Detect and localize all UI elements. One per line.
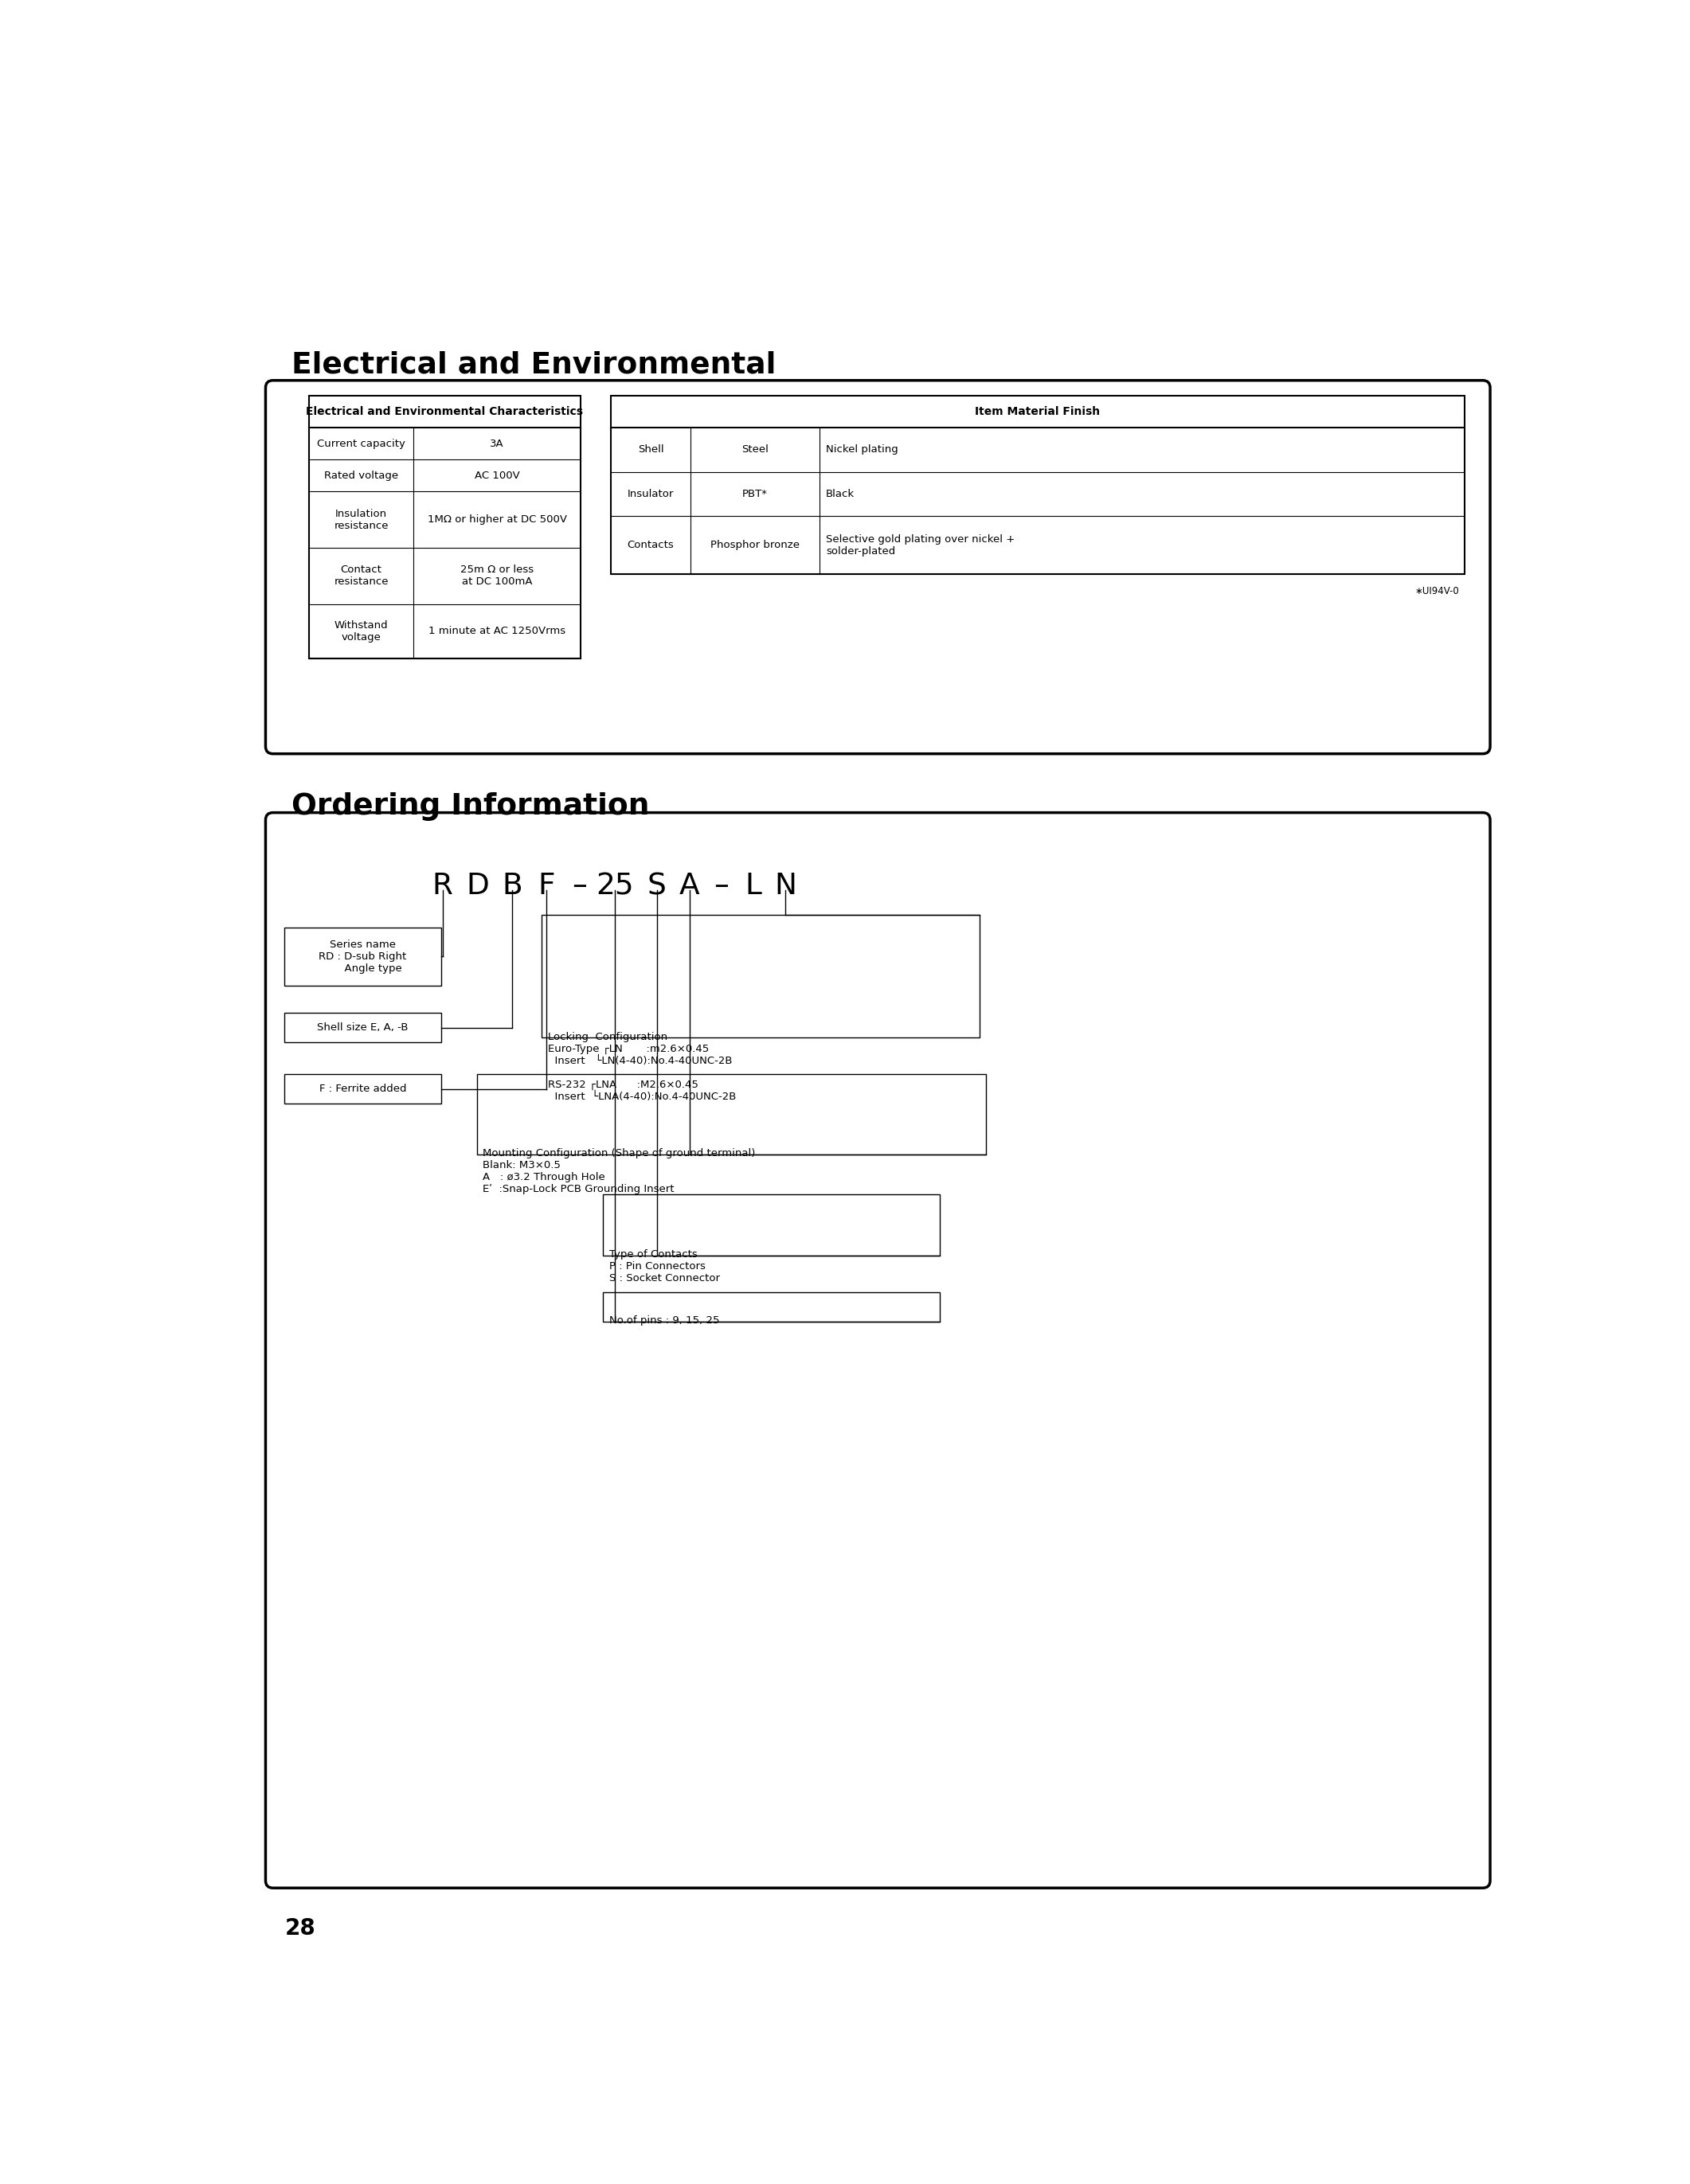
Bar: [284, 928, 441, 985]
Text: Electrical and Environmental: Electrical and Environmental: [291, 352, 776, 380]
FancyBboxPatch shape: [265, 380, 1491, 753]
Text: Type of Contacts
P : Pin Connectors
S : Socket Connector: Type of Contacts P : Pin Connectors S : …: [610, 1249, 720, 1284]
Text: L: L: [745, 871, 762, 900]
Text: Selective gold plating over nickel +
solder-plated: Selective gold plating over nickel + sol…: [826, 533, 1016, 557]
Text: F: F: [537, 871, 554, 900]
Text: Locking  Configuration
Euro-Type ┌LN       :m2.6×0.45
  Insert   └LN(4-40):No.4-: Locking Configuration Euro-Type ┌LN :m2.…: [548, 1031, 735, 1103]
Text: Phosphor bronze: Phosphor bronze: [710, 539, 799, 550]
Bar: [477, 1075, 985, 1153]
Text: Insulator: Insulator: [627, 489, 674, 498]
Text: N: N: [774, 871, 796, 900]
Text: D: D: [466, 871, 490, 900]
Text: F : Ferrite added: F : Ferrite added: [319, 1083, 406, 1094]
Text: S: S: [647, 871, 666, 900]
Text: –: –: [713, 871, 728, 900]
Text: Insulation
resistance: Insulation resistance: [335, 509, 389, 531]
Text: Series name
RD : D-sub Right
      Angle type: Series name RD : D-sub Right Angle type: [319, 939, 407, 974]
Text: AC 100V: AC 100V: [475, 470, 519, 480]
Text: –: –: [571, 871, 586, 900]
Text: 1 minute at AC 1250Vrms: 1 minute at AC 1250Vrms: [429, 627, 566, 636]
Text: Current capacity: Current capacity: [318, 439, 406, 448]
Bar: [603, 1293, 940, 1321]
Text: PBT*: PBT*: [742, 489, 767, 498]
Bar: [541, 915, 980, 1037]
Text: Contact
resistance: Contact resistance: [335, 566, 389, 587]
Text: Shell: Shell: [637, 446, 664, 454]
Text: ∗UI94V-0: ∗UI94V-0: [1415, 585, 1458, 596]
Text: Steel: Steel: [742, 446, 769, 454]
Text: No.of pins : 9, 15, 25: No.of pins : 9, 15, 25: [610, 1315, 720, 1326]
Text: Electrical and Environmental Characteristics: Electrical and Environmental Characteris…: [306, 406, 583, 417]
FancyBboxPatch shape: [265, 812, 1491, 1887]
Text: 25m Ω or less
at DC 100mA: 25m Ω or less at DC 100mA: [460, 566, 534, 587]
Text: A: A: [679, 871, 700, 900]
Text: R: R: [433, 871, 453, 900]
Text: Withstand
voltage: Withstand voltage: [335, 620, 389, 642]
Text: Black: Black: [826, 489, 855, 498]
Text: 28: 28: [286, 1918, 316, 1939]
Text: Rated voltage: Rated voltage: [324, 470, 399, 480]
Text: B: B: [502, 871, 522, 900]
Bar: [309, 395, 580, 657]
Text: 25: 25: [597, 871, 634, 900]
Text: Mounting Configuration (Shape of ground terminal)
Blank: M3×0.5
A   : ø3.2 Throu: Mounting Configuration (Shape of ground …: [483, 1149, 755, 1195]
Text: Ordering Information: Ordering Information: [291, 793, 649, 821]
Text: 3A: 3A: [490, 439, 504, 448]
Text: 1MΩ or higher at DC 500V: 1MΩ or higher at DC 500V: [428, 515, 566, 524]
Text: Contacts: Contacts: [627, 539, 674, 550]
Bar: [612, 395, 1464, 574]
Bar: [603, 1195, 940, 1256]
Text: Nickel plating: Nickel plating: [826, 446, 899, 454]
Bar: [284, 1075, 441, 1103]
Text: Item Material Finish: Item Material Finish: [975, 406, 1100, 417]
Bar: [284, 1013, 441, 1042]
Text: Shell size E, A, -B: Shell size E, A, -B: [318, 1022, 409, 1033]
